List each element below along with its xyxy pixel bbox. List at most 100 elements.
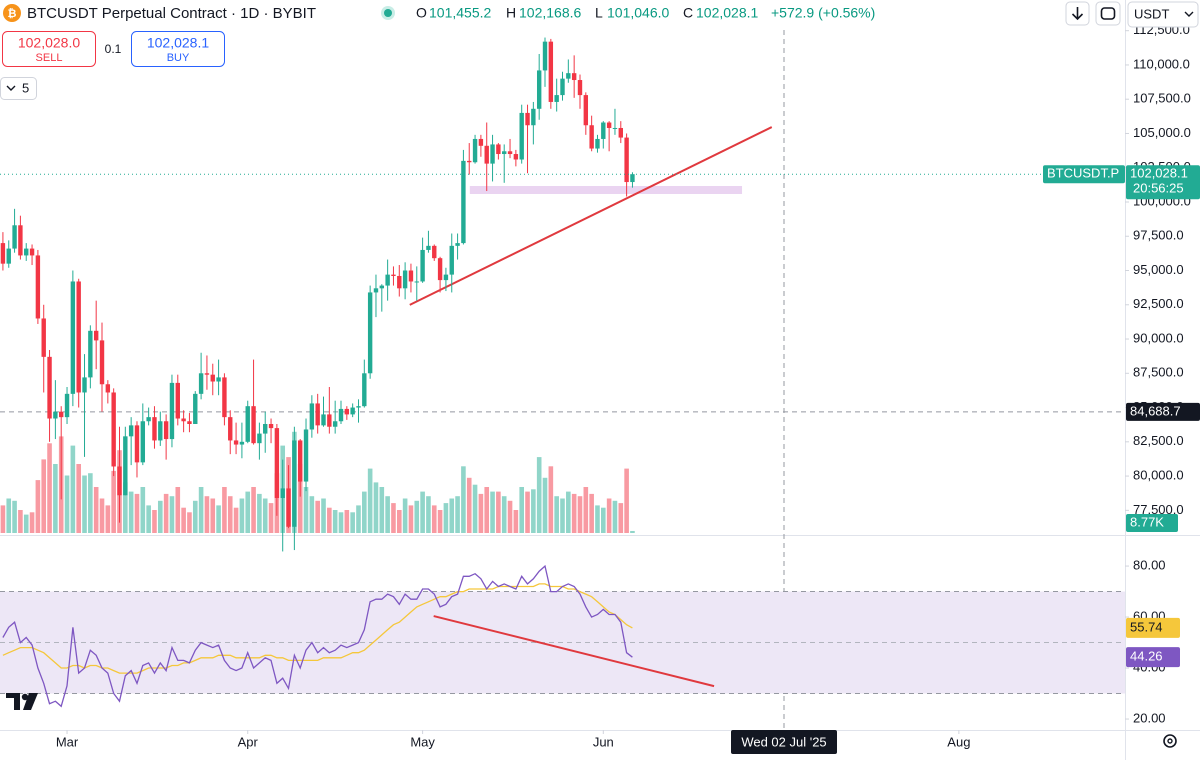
candle-body (402, 270, 408, 289)
candle-body (105, 384, 111, 393)
candle-body (601, 122, 606, 139)
y-tick-label: 82,500.0 (1133, 433, 1184, 448)
open-key: O (416, 5, 427, 21)
candle-body (111, 392, 116, 467)
volume-bar (12, 500, 17, 533)
indicators-toggle[interactable]: 5 (0, 77, 37, 100)
volume-bar (461, 466, 466, 533)
buy-button[interactable]: 102,028.1 BUY (131, 31, 225, 67)
candle-body (146, 417, 151, 422)
candle-body (239, 441, 245, 445)
trend-line (409, 126, 773, 306)
volume-label: 8.77K (1130, 514, 1164, 529)
buy-frame[interactable] (131, 31, 225, 67)
volume-bar (146, 505, 151, 533)
volume-bar (583, 487, 589, 533)
trend-line (433, 615, 715, 688)
low-value: 101,046.0 (607, 5, 669, 21)
volume-bar (64, 475, 70, 533)
toggle-frame[interactable] (0, 77, 37, 100)
volume-bar (402, 498, 408, 533)
candle-body (204, 373, 210, 375)
dropdown-arrow (1184, 11, 1194, 17)
candle-body (158, 421, 163, 441)
candle-body (513, 154, 519, 160)
gear-icon[interactable] (1163, 734, 1177, 748)
candle-body (472, 138, 478, 163)
volume-bar (123, 482, 128, 533)
volume-bar (222, 487, 227, 533)
indicator-line (2, 564, 633, 708)
candle-body (618, 127, 623, 138)
volume-bar (41, 459, 47, 533)
volume-bar (128, 491, 134, 533)
volume-bar (542, 477, 548, 533)
volume-bar (198, 487, 204, 533)
last-price-label: 102,028.1 (1130, 166, 1188, 181)
volume-bar (408, 505, 414, 533)
candle-body (280, 488, 285, 498)
volume-bar (23, 514, 29, 533)
low-key: L (595, 5, 603, 21)
sell-frame[interactable] (2, 31, 96, 67)
high-key: H (506, 5, 516, 21)
replay-icon (1100, 7, 1116, 20)
volume-bar (140, 487, 146, 533)
y-tick-label: 92,500.0 (1133, 296, 1184, 311)
volume-bar (356, 505, 361, 533)
candle-body (24, 248, 29, 256)
open-value: 101,455.2 (429, 5, 491, 21)
candle-body (117, 466, 122, 496)
candle-body (53, 411, 58, 419)
candle-body (268, 423, 274, 429)
volume-bar (210, 498, 216, 533)
candle-body (193, 393, 198, 424)
volume-bar (327, 507, 332, 533)
volume-bar (6, 498, 12, 533)
candle-body (263, 423, 268, 434)
volume-bar (297, 464, 303, 533)
volume-bar (309, 496, 315, 533)
select-frame[interactable] (1127, 1, 1199, 28)
candle-body (222, 377, 227, 418)
logo-part (6, 693, 20, 710)
button-frame[interactable] (1095, 1, 1121, 26)
last-price-box (1126, 165, 1200, 200)
candle-body (496, 144, 501, 155)
volume-bar (29, 512, 35, 533)
volume-bar (577, 496, 583, 533)
sell-button[interactable]: 102,028.0 SELL (2, 31, 96, 67)
y-tick-label: 90,000.0 (1133, 330, 1184, 345)
volume-bar (525, 491, 530, 533)
candle-body (175, 382, 180, 419)
change-value: +572.9 (+0.56%) (771, 5, 875, 21)
volume-bar (99, 498, 105, 533)
candle-body (303, 429, 309, 482)
candle-body (630, 174, 635, 183)
indicator-line (2, 583, 633, 674)
replay-button[interactable] (1095, 1, 1121, 26)
volume-bar (396, 510, 402, 533)
candle-body (391, 274, 396, 276)
volume-bar (612, 500, 618, 533)
volume-bar (478, 493, 484, 533)
candle-body (612, 127, 618, 129)
settings-button[interactable] (1163, 734, 1177, 748)
volume-bar (338, 512, 344, 533)
volume-bar (70, 445, 76, 533)
currency-select[interactable]: USDT (1127, 1, 1199, 28)
candle-body (210, 374, 215, 382)
x-tick-label: Mar (56, 734, 79, 749)
download-button[interactable] (1065, 1, 1090, 26)
symbol-tag: BTCUSDT.P (1047, 166, 1119, 181)
candle-body (432, 245, 437, 259)
crosshair-price-label-box (1126, 402, 1200, 421)
logo-part (21, 693, 29, 701)
candle-body (367, 292, 373, 374)
coin-glyph: ₿ (8, 8, 17, 20)
indicator-value-label-box (1126, 617, 1180, 638)
tradingview-logo (6, 693, 38, 710)
volume-bar (519, 487, 524, 533)
candle-body (245, 406, 250, 442)
